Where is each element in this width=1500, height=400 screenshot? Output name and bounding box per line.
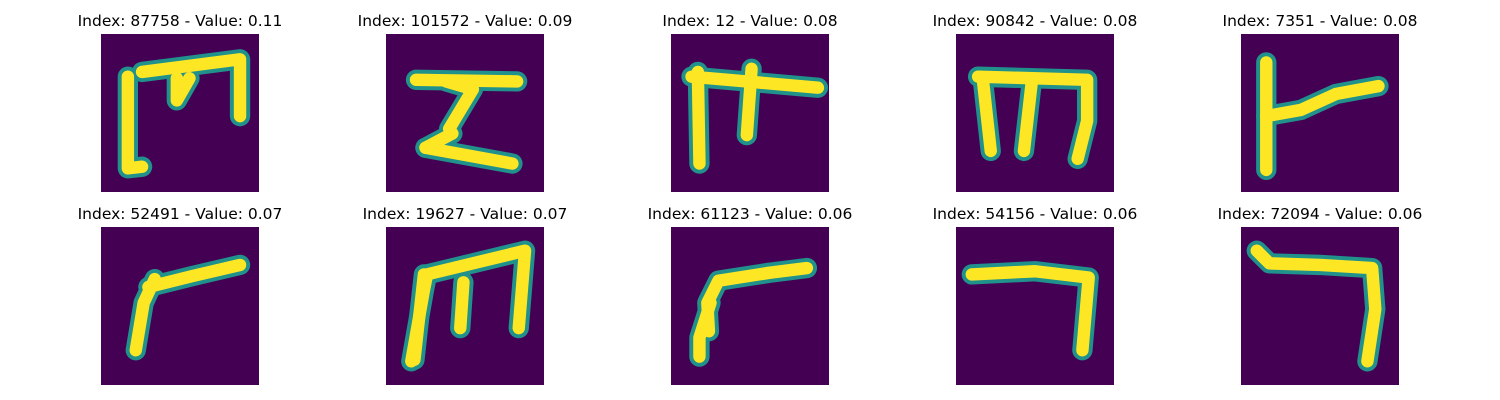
digit-image <box>1241 227 1399 385</box>
digit-image <box>386 227 544 385</box>
stroke-core <box>419 75 480 154</box>
panel-title: Index: 61123 - Value: 0.06 <box>647 205 853 223</box>
panel-61123: Index: 61123 - Value: 0.06 <box>620 205 880 395</box>
stroke-core <box>965 265 1095 357</box>
panel-title: Index: 54156 - Value: 0.06 <box>932 205 1138 223</box>
digit-image <box>671 227 829 385</box>
panel-90842: Index: 90842 - Value: 0.08 <box>905 12 1165 202</box>
panel-87758: Index: 87758 - Value: 0.11 <box>50 12 310 202</box>
panel-7351: Index: 7351 - Value: 0.08 <box>1190 12 1450 202</box>
panel-54156: Index: 54156 - Value: 0.06 <box>905 205 1165 395</box>
stroke-core <box>691 65 706 170</box>
panel-title: Index: 52491 - Value: 0.07 <box>77 205 283 223</box>
digit-image <box>671 34 829 192</box>
panel-52491: Index: 52491 - Value: 0.07 <box>50 205 310 395</box>
stroke-core <box>419 141 519 170</box>
stroke-core <box>976 73 997 158</box>
stroke-core <box>1250 244 1382 368</box>
panel-title: Index: 7351 - Value: 0.08 <box>1222 12 1418 30</box>
panel-title: Index: 101572 - Value: 0.09 <box>357 12 573 30</box>
image-background <box>101 227 259 385</box>
panel-19627: Index: 19627 - Value: 0.07 <box>335 205 595 395</box>
stroke-core <box>740 62 758 142</box>
stroke-core <box>142 258 247 294</box>
stroke-core <box>121 70 149 175</box>
panel-12: Index: 12 - Value: 0.08 <box>620 12 880 202</box>
digit-image <box>956 34 1114 192</box>
panel-title: Index: 72094 - Value: 0.06 <box>1217 205 1423 223</box>
panel-title: Index: 87758 - Value: 0.11 <box>77 12 283 30</box>
panel-72094: Index: 72094 - Value: 0.06 <box>1190 205 1450 395</box>
panel-title: Index: 19627 - Value: 0.07 <box>362 205 568 223</box>
panel-title: Index: 12 - Value: 0.08 <box>662 12 838 30</box>
stroke-core <box>693 296 717 363</box>
digit-image <box>101 227 259 385</box>
digit-image <box>101 34 259 192</box>
digit-image <box>956 227 1114 385</box>
stroke-core <box>135 53 247 123</box>
stroke-core <box>408 268 431 366</box>
digit-image <box>1241 34 1399 192</box>
digit-image <box>386 34 544 192</box>
panel-101572: Index: 101572 - Value: 0.09 <box>335 12 595 202</box>
stroke-core <box>454 276 470 335</box>
stroke-core <box>409 73 524 88</box>
stroke-core <box>170 72 196 107</box>
stroke-core <box>1260 79 1385 123</box>
panel-title: Index: 90842 - Value: 0.08 <box>932 12 1138 30</box>
stroke-core <box>1017 75 1039 158</box>
